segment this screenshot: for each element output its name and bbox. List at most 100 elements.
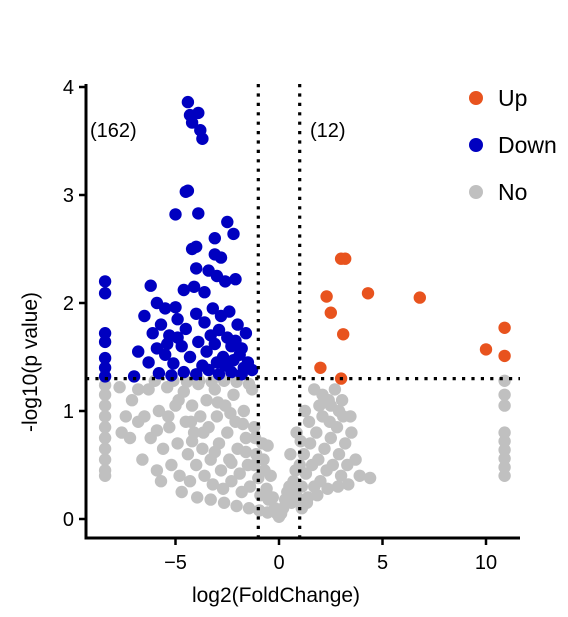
point-down xyxy=(167,357,180,370)
point-down xyxy=(208,232,221,245)
point-no xyxy=(142,383,155,396)
point-no xyxy=(214,464,228,477)
point-down xyxy=(202,264,215,277)
point-no xyxy=(339,437,352,450)
point-no xyxy=(211,396,225,409)
point-no xyxy=(363,471,377,485)
point-no xyxy=(204,493,217,506)
point-down xyxy=(214,251,228,264)
point-no xyxy=(243,480,257,493)
point-no xyxy=(98,421,112,434)
down-count-label: (162) xyxy=(90,120,137,142)
point-no xyxy=(175,485,188,499)
point-up xyxy=(498,321,511,334)
point-no xyxy=(194,410,207,423)
point-no xyxy=(171,437,184,450)
point-no xyxy=(239,445,253,459)
point-up xyxy=(413,291,426,304)
point-up xyxy=(339,252,352,265)
point-no xyxy=(230,499,243,513)
point-no xyxy=(323,415,336,428)
point-down xyxy=(237,361,250,374)
point-no xyxy=(242,377,256,391)
point-no xyxy=(217,496,231,509)
point-no xyxy=(172,394,185,407)
point-down xyxy=(138,309,151,323)
point-down xyxy=(152,367,166,380)
legend-swatch-down xyxy=(469,138,483,152)
point-down xyxy=(98,361,112,374)
point-down xyxy=(239,327,253,340)
legend-swatch-up xyxy=(469,91,483,105)
point-no xyxy=(498,374,511,387)
point-down xyxy=(165,369,178,382)
point-no xyxy=(190,458,203,472)
point-no xyxy=(98,431,112,445)
point-down xyxy=(127,370,141,383)
point-no xyxy=(154,475,168,488)
point-down xyxy=(177,365,190,379)
point-down xyxy=(196,359,209,372)
y-tick-label: 4 xyxy=(63,77,74,99)
point-no xyxy=(132,383,145,396)
legend-label-no: No xyxy=(498,179,527,205)
point-no xyxy=(183,475,197,488)
point-down xyxy=(198,316,211,329)
point-no xyxy=(236,417,249,431)
point-no xyxy=(284,448,297,461)
point-no xyxy=(331,480,345,493)
x-tick-label: 10 xyxy=(475,552,497,574)
point-down xyxy=(196,132,209,145)
point-down xyxy=(161,337,174,351)
point-down xyxy=(229,273,242,286)
point-down xyxy=(227,354,240,367)
point-no xyxy=(310,426,323,439)
threshold-lines xyxy=(86,84,520,538)
point-no xyxy=(198,469,211,482)
point-no xyxy=(297,448,310,461)
point-down xyxy=(192,106,205,120)
point-no xyxy=(216,482,230,495)
point-no xyxy=(312,453,325,466)
point-down xyxy=(171,313,184,326)
legend: Up Down No xyxy=(469,85,557,205)
point-down xyxy=(185,242,199,256)
point-no xyxy=(98,388,112,401)
point-no xyxy=(152,404,166,418)
point-no xyxy=(332,448,346,461)
point-no xyxy=(227,388,240,401)
point-down xyxy=(181,95,195,109)
point-no xyxy=(302,415,316,428)
point-no xyxy=(119,410,132,423)
point-no xyxy=(261,439,274,452)
legend-label-down: Down xyxy=(498,132,557,158)
point-no xyxy=(260,482,273,495)
y-tick-label: 1 xyxy=(63,401,74,423)
point-down xyxy=(154,318,168,331)
point-down xyxy=(159,348,172,361)
point-no xyxy=(197,426,210,439)
point-no xyxy=(185,435,199,448)
point-down xyxy=(146,327,159,340)
point-down xyxy=(177,283,190,297)
point-up xyxy=(314,361,327,374)
point-down xyxy=(227,227,240,241)
point-down xyxy=(142,356,155,369)
point-no xyxy=(165,458,178,472)
point-no xyxy=(264,469,277,482)
point-no xyxy=(113,381,126,394)
point-no xyxy=(266,491,279,504)
point-no xyxy=(298,404,312,418)
up-count-label: (12) xyxy=(310,120,346,142)
point-down xyxy=(192,207,205,220)
point-no xyxy=(136,453,149,466)
point-no xyxy=(332,404,346,418)
point-no xyxy=(342,478,355,491)
point-no xyxy=(313,399,326,412)
point-no xyxy=(123,431,137,445)
point-no xyxy=(349,453,362,466)
point-no xyxy=(173,469,186,482)
point-up xyxy=(498,349,511,363)
point-no xyxy=(210,410,224,423)
